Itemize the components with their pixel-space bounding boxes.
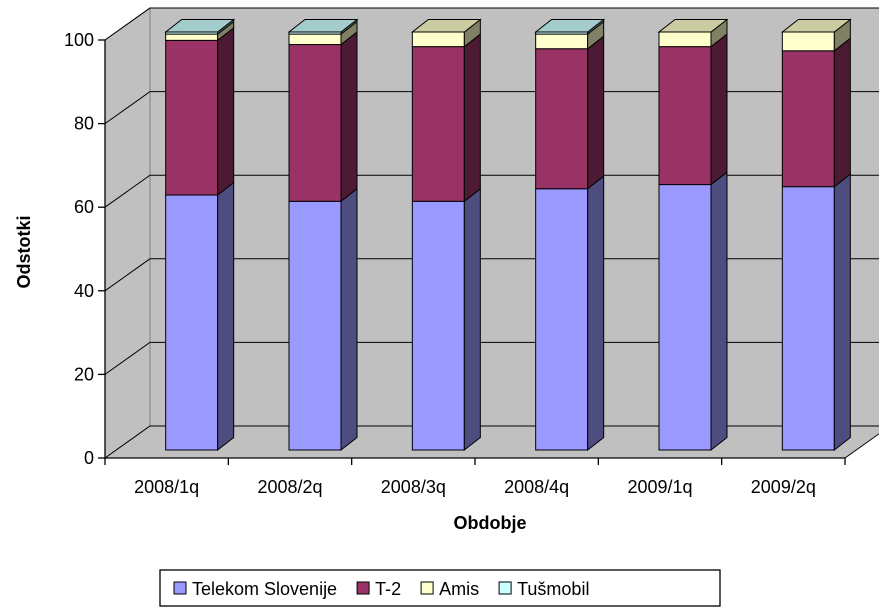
bar-side [217, 26, 235, 197]
gridline [104, 174, 879, 208]
bar-side [833, 37, 851, 188]
gridline [104, 341, 879, 375]
y-tick-labels: 0 20 40 60 80 100 [64, 30, 94, 468]
bar-top [410, 19, 482, 33]
axes [98, 39, 846, 465]
legend-label: Telekom Slovenije [192, 579, 337, 599]
side-wall [104, 7, 151, 459]
bar-front [165, 39, 219, 196]
bar-side [463, 33, 481, 203]
y-tick-label: 100 [64, 30, 94, 50]
bar-side [463, 187, 481, 452]
bar-front [411, 200, 465, 451]
bar-segment [781, 173, 851, 452]
legend-label: T-2 [375, 579, 401, 599]
bar-side [710, 171, 728, 452]
bar-side [587, 175, 605, 452]
bar-front [411, 31, 465, 48]
bar-front [288, 33, 342, 46]
y-tick-label: 40 [74, 281, 94, 301]
gridlines [104, 7, 879, 375]
bar-front [658, 31, 712, 48]
bar-front [781, 50, 835, 188]
legend-swatch [356, 581, 370, 595]
bar-segment [658, 18, 728, 48]
gridline [104, 91, 879, 125]
legend-item: Tušmobil [498, 579, 589, 599]
gridline [104, 7, 879, 41]
bar-front [658, 184, 712, 451]
legend-item: Amis [420, 579, 479, 599]
bar-segment [535, 35, 605, 190]
x-tick-labels: 2008/1q 2008/2q 2008/3q 2008/4q 2009/1q 2009/… [134, 477, 816, 497]
bar-segment [535, 175, 605, 452]
bar-side [340, 31, 358, 203]
legend-item: Telekom Slovenije [173, 579, 337, 599]
bar-segment [535, 20, 605, 50]
bar-top [657, 19, 729, 33]
x-tick-label: 2008/1q [134, 477, 199, 497]
bar-front [288, 44, 342, 202]
bar-top [287, 19, 359, 33]
y-tick-label: 20 [74, 364, 94, 384]
legend-swatch [420, 581, 434, 595]
bar-top [164, 19, 236, 33]
x-tick-label: 2008/3q [381, 477, 446, 497]
x-tick-label: 2008/4q [504, 477, 569, 497]
legend: Telekom Slovenije T-2 Amis Tušmobil [159, 569, 721, 607]
x-tick-label: 2009/1q [627, 477, 692, 497]
bar-top [780, 19, 852, 33]
bar-side [833, 173, 851, 452]
bar-front [535, 188, 589, 451]
y-axis-title: Odstotki [14, 215, 34, 288]
x-tick-label: 2008/2q [257, 477, 322, 497]
bar-front [535, 33, 589, 50]
bar-segment [781, 37, 851, 188]
y-tick-label: 80 [74, 114, 94, 134]
bar-segment [165, 181, 235, 452]
bar-front [781, 186, 835, 451]
bar-segment [165, 26, 235, 197]
bar-front [165, 194, 219, 451]
bar-segment [288, 31, 358, 203]
x-axis-title: Obdobje [454, 513, 527, 533]
bar-segment [658, 171, 728, 452]
legend-swatch [498, 581, 512, 595]
bar-segment [411, 187, 481, 452]
bar-side [710, 33, 728, 186]
back-wall [149, 7, 879, 427]
bar-segment [411, 33, 481, 203]
bar-front [535, 48, 589, 190]
legend-label: Tušmobil [517, 579, 589, 599]
legend-box [159, 569, 721, 607]
bars [164, 18, 852, 452]
bar-side [217, 181, 235, 452]
y-tick-label: 0 [84, 448, 94, 468]
bar-front [411, 46, 465, 202]
bar-side [340, 187, 358, 452]
y-tick-label: 60 [74, 197, 94, 217]
bar-top [534, 19, 606, 33]
bar-segment [658, 33, 728, 186]
gridline [104, 258, 879, 292]
bar-front [658, 46, 712, 186]
bar-front [288, 200, 342, 451]
bar-side [587, 35, 605, 190]
legend-swatch [173, 581, 187, 595]
bar-front [781, 31, 835, 52]
legend-item: T-2 [356, 579, 401, 599]
x-tick-label: 2009/2q [751, 477, 816, 497]
legend-label: Amis [439, 579, 479, 599]
bar-segment [288, 187, 358, 452]
bar-front [165, 33, 219, 41]
